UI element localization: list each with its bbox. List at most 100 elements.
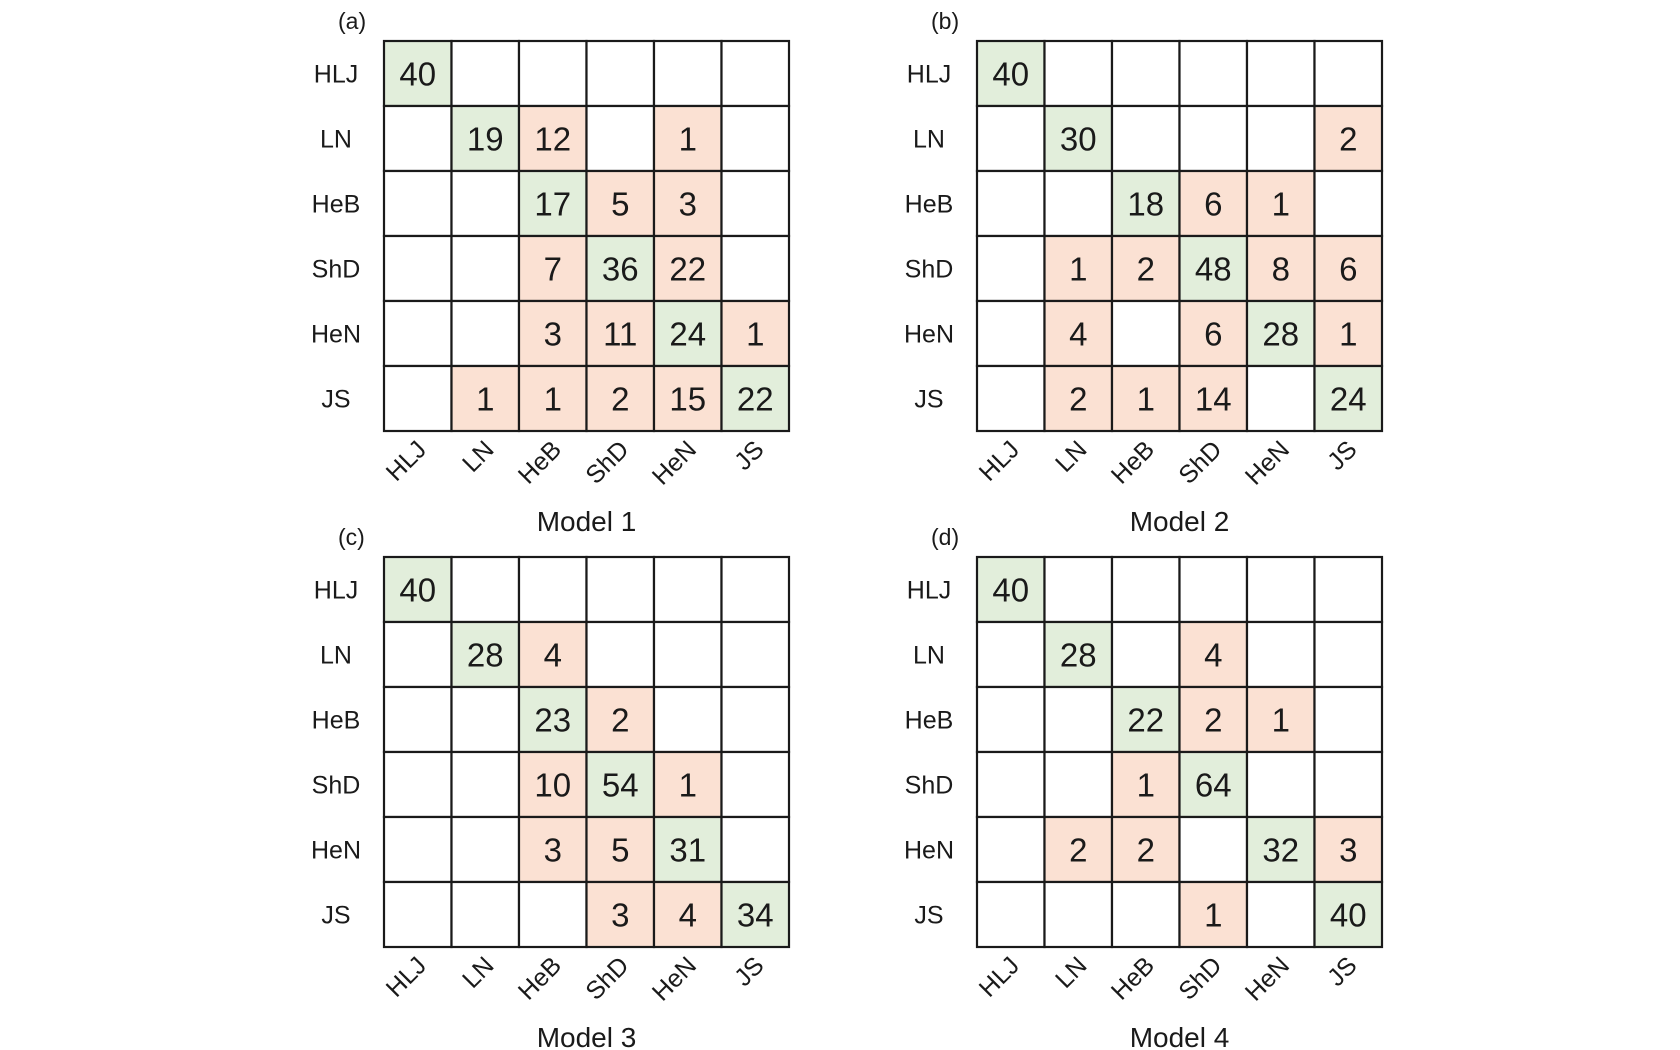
col-label-ln: LN bbox=[1050, 435, 1092, 477]
cell-value: 1 bbox=[746, 316, 764, 353]
cell-value: 32 bbox=[1262, 832, 1299, 869]
matrix-cell bbox=[1245, 880, 1316, 949]
cell-value: 1 bbox=[1069, 251, 1087, 288]
cell-value: 40 bbox=[992, 572, 1029, 609]
cell-value: 3 bbox=[544, 316, 562, 353]
matrix-cell bbox=[1043, 880, 1114, 949]
row-label-hen: HeN bbox=[904, 837, 954, 865]
matrix-cell bbox=[1178, 555, 1249, 624]
matrix-cell bbox=[975, 299, 1046, 368]
col-label-hlj: HLJ bbox=[381, 435, 432, 486]
cell-value: 23 bbox=[534, 702, 571, 739]
matrix-cell bbox=[720, 39, 791, 108]
matrix-cell bbox=[720, 555, 791, 624]
col-label-heb: HeB bbox=[1106, 951, 1160, 1005]
matrix-cell bbox=[1110, 364, 1181, 433]
col-label-hen: HeN bbox=[647, 435, 702, 490]
col-label-js: JS bbox=[1322, 435, 1362, 475]
col-label-shd: ShD bbox=[580, 435, 634, 489]
cell-value: 22 bbox=[669, 251, 706, 288]
cell-value: 4 bbox=[544, 637, 562, 674]
matrix-cell bbox=[720, 169, 791, 238]
row-label-shd: ShD bbox=[312, 772, 361, 800]
cell-value: 1 bbox=[1272, 702, 1290, 739]
matrix-cell bbox=[450, 299, 521, 368]
matrix-cell bbox=[1313, 880, 1384, 949]
cell-value: 7 bbox=[544, 251, 562, 288]
cell-value: 1 bbox=[1339, 316, 1357, 353]
panel-label: (c) bbox=[338, 524, 365, 550]
cell-value: 28 bbox=[1060, 637, 1097, 674]
matrix-cell bbox=[975, 364, 1046, 433]
row-label-ln: LN bbox=[320, 126, 352, 154]
cell-value: 10 bbox=[534, 767, 571, 804]
matrix-cell bbox=[652, 750, 723, 819]
cell-value: 1 bbox=[679, 121, 697, 158]
cell-value: 64 bbox=[1195, 767, 1232, 804]
matrix-cell bbox=[1110, 555, 1181, 624]
col-label-hlj: HLJ bbox=[381, 951, 432, 1002]
matrix-cell bbox=[382, 750, 453, 819]
matrix-cell bbox=[1110, 39, 1181, 108]
model-title: Model 1 bbox=[537, 506, 637, 537]
matrix-cell bbox=[585, 555, 656, 624]
matrix-cell bbox=[1245, 364, 1316, 433]
col-label-ln: LN bbox=[457, 951, 499, 993]
cell-value: 3 bbox=[611, 897, 629, 934]
matrix-cell bbox=[382, 104, 453, 173]
matrix-cell bbox=[1178, 815, 1249, 884]
matrix-cell bbox=[1245, 234, 1316, 303]
matrix-cell bbox=[975, 39, 1046, 108]
matrix-cell bbox=[1043, 299, 1114, 368]
cell-value: 2 bbox=[611, 702, 629, 739]
matrix-cell bbox=[1245, 620, 1316, 689]
matrix-cell bbox=[450, 234, 521, 303]
matrix-cell bbox=[517, 364, 588, 433]
matrix-cell bbox=[1043, 104, 1114, 173]
row-label-heb: HeB bbox=[312, 191, 361, 219]
col-label-shd: ShD bbox=[1173, 951, 1227, 1005]
matrix-cell bbox=[585, 620, 656, 689]
cell-value: 1 bbox=[679, 767, 697, 804]
matrix-cell bbox=[1178, 620, 1249, 689]
cell-value: 30 bbox=[1060, 121, 1097, 158]
matrix-cell bbox=[1043, 815, 1114, 884]
model-title: Model 3 bbox=[537, 1022, 637, 1050]
cell-value: 4 bbox=[1204, 637, 1222, 674]
cell-value: 22 bbox=[737, 381, 774, 418]
matrix-cell bbox=[1313, 555, 1384, 624]
panel-label: (a) bbox=[338, 8, 366, 34]
cell-value: 3 bbox=[679, 186, 697, 223]
cell-value: 40 bbox=[399, 572, 436, 609]
matrix-cell bbox=[450, 880, 521, 949]
row-label-shd: ShD bbox=[312, 256, 361, 284]
row-label-js: JS bbox=[321, 902, 350, 930]
row-label-ln: LN bbox=[913, 642, 945, 670]
matrix-cell bbox=[652, 620, 723, 689]
matrix-cell bbox=[720, 750, 791, 819]
cell-value: 15 bbox=[669, 381, 706, 418]
cell-value: 6 bbox=[1339, 251, 1357, 288]
col-label-hen: HeN bbox=[1240, 951, 1295, 1006]
matrix-cell bbox=[1245, 104, 1316, 173]
matrix-cell bbox=[1110, 234, 1181, 303]
matrix-cell bbox=[652, 815, 723, 884]
cell-value: 2 bbox=[1069, 832, 1087, 869]
row-label-hlj: HLJ bbox=[907, 577, 951, 605]
matrix-cell bbox=[1313, 364, 1384, 433]
col-label-js: JS bbox=[1322, 951, 1362, 991]
matrix-cell bbox=[585, 299, 656, 368]
cell-value: 36 bbox=[602, 251, 639, 288]
matrix-cell bbox=[1043, 750, 1114, 819]
cell-value: 34 bbox=[737, 897, 774, 934]
row-label-hen: HeN bbox=[311, 321, 361, 349]
matrix-cell bbox=[382, 169, 453, 238]
matrix-cell bbox=[382, 234, 453, 303]
cell-value: 22 bbox=[1127, 702, 1164, 739]
cell-value: 4 bbox=[679, 897, 697, 934]
col-label-hen: HeN bbox=[647, 951, 702, 1006]
matrix-cell bbox=[450, 39, 521, 108]
row-label-js: JS bbox=[914, 902, 943, 930]
matrix-cell bbox=[585, 880, 656, 949]
